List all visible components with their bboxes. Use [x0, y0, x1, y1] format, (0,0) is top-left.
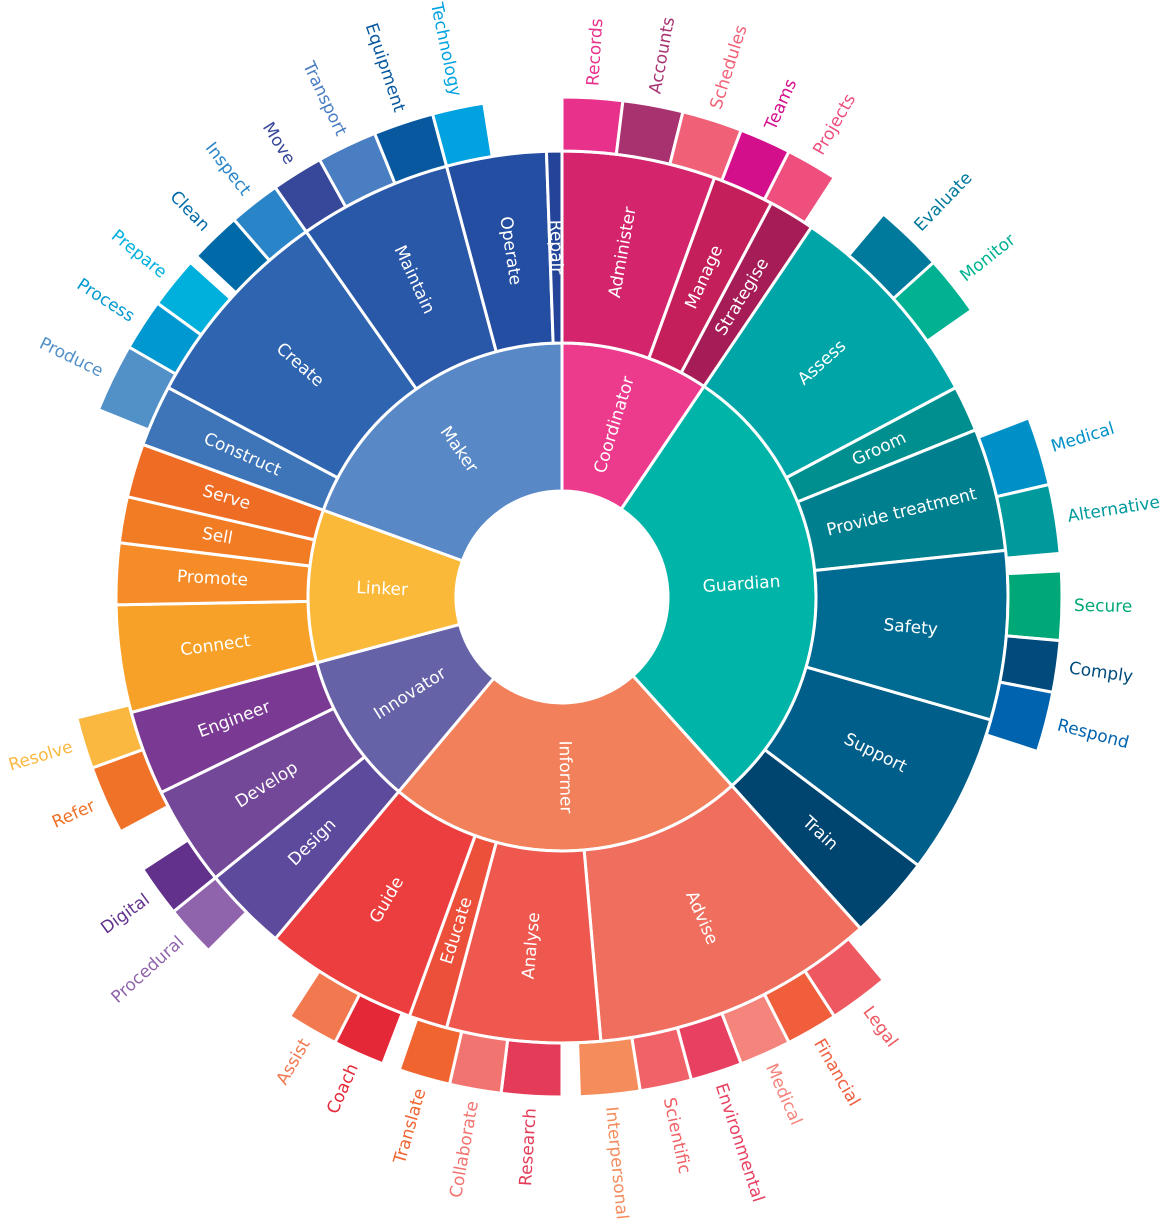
task-label-clean: Clean [166, 187, 214, 236]
task-label-equipment: Equipment [361, 21, 409, 115]
task-label-projects: Projects [809, 90, 860, 158]
role-segment-repair [544, 149, 564, 345]
task-label-coach: Coach [323, 1061, 363, 1117]
task-label-translate: Translate [390, 1086, 431, 1167]
task-label-environmental: Environmental [711, 1081, 768, 1205]
task-label-resolve: Resolve [6, 737, 75, 775]
task-segment-research [499, 1038, 564, 1099]
task-label-comply: Comply [1068, 658, 1135, 687]
task-label-refer: Refer [49, 796, 98, 833]
task-segment-resolve [75, 703, 145, 770]
task-segment-secure [1004, 569, 1064, 643]
category-label-linker: Linker [356, 578, 408, 600]
task-segment-respond [984, 680, 1055, 754]
task-segment-translate [397, 1017, 464, 1086]
task-label-medical: Medical [761, 1061, 806, 1129]
role-label-safety: Safety [883, 615, 939, 640]
task-label-prepare: Prepare [107, 226, 170, 283]
task-label-produce: Produce [36, 334, 106, 382]
task-label-assist: Assist [273, 1035, 315, 1088]
task-label-interpersonal: Interpersonal [601, 1106, 632, 1221]
task-segment-interpersonal [576, 1036, 642, 1099]
task-label-technology: Technology [426, 0, 466, 98]
task-segment-records [560, 95, 625, 156]
task-label-procedural: Procedural [108, 932, 189, 1007]
task-label-financial: Financial [809, 1035, 864, 1109]
task-label-accounts: Accounts [645, 15, 679, 95]
task-label-inspect: Inspect [201, 139, 255, 200]
task-label-process: Process [73, 275, 138, 327]
task-segment-technology [431, 101, 494, 168]
task-label-schedules: Schedules [706, 23, 751, 112]
category-label-informer: Informer [555, 740, 576, 813]
task-label-records: Records [583, 18, 607, 87]
task-segment-monitor [891, 260, 974, 343]
task-label-transport: Transport [298, 58, 351, 140]
task-label-legal: Legal [859, 1003, 902, 1052]
task-label-research: Research [516, 1107, 541, 1186]
task-segment-alternative [995, 483, 1062, 560]
task-label-evaluate: Evaluate [910, 168, 976, 235]
wheel-center-hole [456, 491, 668, 703]
role-label-repair: Repair [545, 220, 566, 275]
task-label-medical: Medical [1049, 419, 1117, 457]
task-label-teams: Teams [761, 76, 802, 134]
task-label-secure: Secure [1074, 596, 1133, 617]
task-label-scientific: Scientific [659, 1096, 695, 1176]
task-label-digital: Digital [97, 890, 153, 939]
task-label-alternative: Alternative [1066, 492, 1161, 526]
task-label-collaborate: Collaborate [446, 1099, 483, 1199]
task-label-move: Move [258, 119, 299, 168]
task-segment-prepare [155, 260, 233, 337]
role-label-promote: Promote [176, 567, 248, 591]
task-label-respond: Respond [1055, 716, 1131, 754]
task-segment-assist [288, 969, 362, 1044]
task-label-monitor: Monitor [956, 230, 1019, 286]
